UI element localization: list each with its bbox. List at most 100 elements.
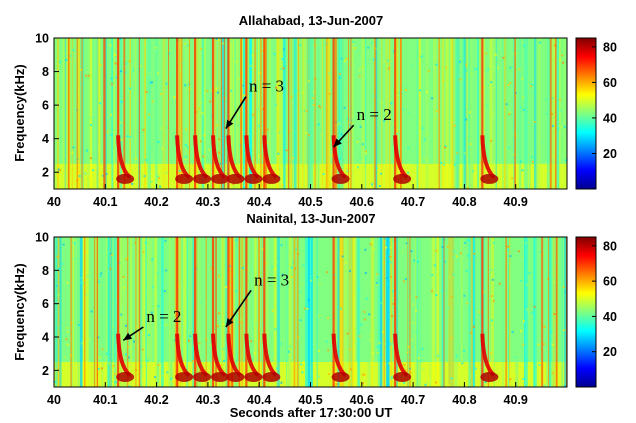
noise-stripe xyxy=(84,237,89,387)
noise-speck xyxy=(543,187,545,189)
noise-speck xyxy=(275,86,278,89)
noise-speck xyxy=(218,275,220,278)
noise-speck xyxy=(58,327,60,329)
noise-stripe xyxy=(429,237,432,387)
noise-speck xyxy=(120,313,123,316)
noise-stripe xyxy=(415,237,418,387)
noise-speck xyxy=(186,44,189,47)
noise-speck xyxy=(409,122,412,125)
noise-speck xyxy=(369,333,372,336)
noise-speck xyxy=(149,81,152,84)
noise-speck xyxy=(301,282,304,285)
colorbar-tick-label: 40 xyxy=(603,111,617,125)
noise-speck xyxy=(140,365,143,368)
noise-speck xyxy=(139,97,142,100)
noise-speck xyxy=(341,255,344,258)
noise-speck xyxy=(482,86,485,89)
noise-speck xyxy=(87,74,90,77)
panel-title: Allahabad, 13-Jun-2007 xyxy=(239,13,384,28)
noise-speck xyxy=(402,280,405,283)
noise-stripe xyxy=(346,237,348,387)
noise-stripe xyxy=(480,38,482,189)
noise-speck xyxy=(301,157,304,160)
noise-speck xyxy=(218,138,221,141)
noise-speck xyxy=(376,383,379,386)
noise-stripe xyxy=(155,237,158,387)
noise-speck xyxy=(477,310,480,313)
noise-stripe xyxy=(222,237,224,387)
noise-speck xyxy=(469,331,472,334)
noise-speck xyxy=(252,113,255,116)
noise-speck xyxy=(66,281,69,284)
noise-speck xyxy=(202,155,205,158)
noise-speck xyxy=(80,342,83,345)
noise-speck xyxy=(126,135,129,138)
noise-speck xyxy=(369,243,372,246)
noise-stripe xyxy=(107,237,109,387)
x-tick-label: 40.7 xyxy=(401,195,425,209)
noise-speck xyxy=(128,60,131,63)
noise-speck xyxy=(552,328,555,331)
noise-speck xyxy=(65,338,68,341)
noise-speck xyxy=(426,382,428,384)
noise-speck xyxy=(319,106,322,109)
noise-speck xyxy=(519,106,522,109)
noise-speck xyxy=(119,38,122,41)
x-tick-label: 40.8 xyxy=(452,195,476,209)
noise-speck xyxy=(98,356,101,359)
noise-stripe xyxy=(387,237,389,387)
noise-stripe xyxy=(203,38,206,189)
noise-speck xyxy=(113,144,116,147)
tweek-cutoff-blob xyxy=(480,173,499,184)
noise-stripe xyxy=(232,38,235,189)
noise-speck xyxy=(545,112,548,115)
noise-speck xyxy=(184,84,187,87)
noise-speck xyxy=(146,72,149,75)
noise-stripe xyxy=(198,237,201,387)
noise-speck xyxy=(125,324,128,327)
noise-speck xyxy=(390,375,393,378)
noise-speck xyxy=(386,59,389,62)
noise-speck xyxy=(390,261,392,264)
noise-speck xyxy=(220,364,223,367)
noise-speck xyxy=(413,259,416,262)
noise-stripe xyxy=(96,38,99,189)
noise-stripe xyxy=(178,237,182,387)
noise-speck xyxy=(262,156,265,159)
noise-stripe xyxy=(385,38,388,189)
noise-speck xyxy=(282,67,285,70)
noise-speck xyxy=(406,84,409,87)
noise-stripe xyxy=(274,237,278,387)
noise-speck xyxy=(420,46,423,49)
noise-stripe xyxy=(468,38,471,189)
noise-speck xyxy=(114,373,117,376)
noise-speck xyxy=(164,290,166,292)
noise-stripe xyxy=(395,38,399,189)
x-tick-label: 40.7 xyxy=(401,393,425,407)
noise-speck xyxy=(440,161,443,164)
noise-stripe xyxy=(192,237,196,387)
noise-speck xyxy=(498,282,501,285)
noise-stripe xyxy=(552,237,555,387)
noise-stripe xyxy=(389,38,391,189)
noise-speck xyxy=(473,254,476,257)
noise-speck xyxy=(459,252,462,255)
noise-speck xyxy=(381,102,384,105)
noise-stripe xyxy=(539,38,541,189)
noise-stripe xyxy=(396,237,398,387)
noise-stripe xyxy=(326,38,330,189)
noise-speck xyxy=(516,73,519,76)
noise-speck xyxy=(154,46,157,49)
colorbar-tick-label: 60 xyxy=(603,275,617,289)
noise-speck xyxy=(215,87,218,90)
noise-speck xyxy=(318,43,320,46)
noise-speck xyxy=(99,251,102,253)
noise-speck xyxy=(340,133,343,136)
noise-speck xyxy=(198,342,201,345)
noise-speck xyxy=(364,248,367,251)
noise-speck xyxy=(485,70,487,73)
noise-speck xyxy=(559,98,561,101)
noise-speck xyxy=(200,140,202,143)
noise-stripe xyxy=(139,237,142,387)
noise-speck xyxy=(473,252,476,255)
